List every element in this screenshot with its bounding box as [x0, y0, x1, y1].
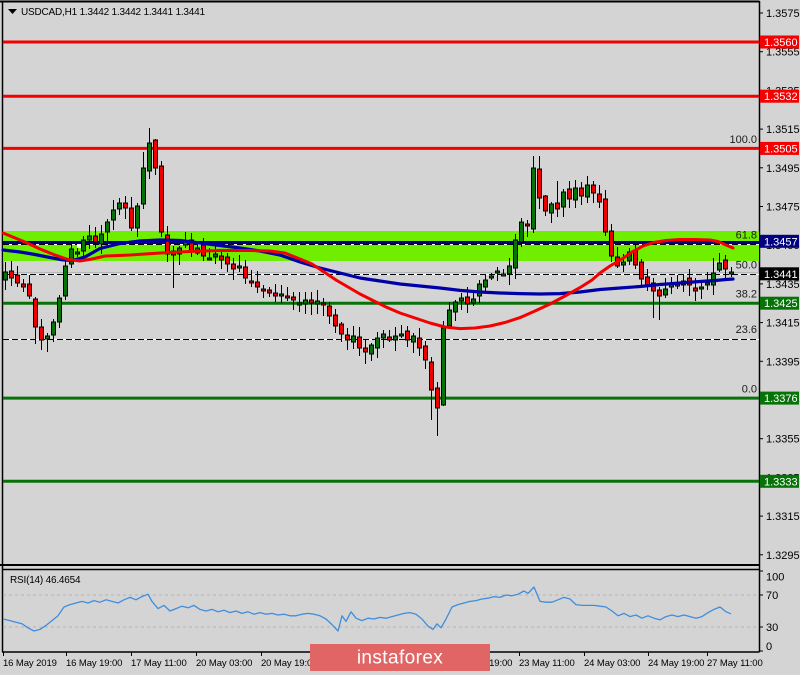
svg-text:61.8: 61.8 [736, 230, 757, 242]
svg-text:1.3441: 1.3441 [764, 269, 798, 281]
svg-text:1.3555: 1.3555 [766, 47, 800, 59]
svg-text:1.3532: 1.3532 [764, 91, 798, 103]
svg-text:USDCAD,H1 1.3442 1.3442 1.344: USDCAD,H1 1.3442 1.3442 1.3441 1.3441 [21, 7, 205, 18]
svg-text:1.3376: 1.3376 [764, 393, 798, 405]
svg-text:1.3475: 1.3475 [766, 202, 800, 214]
svg-text:1.3333: 1.3333 [764, 476, 798, 488]
svg-text:17 May 11:00: 17 May 11:00 [131, 658, 187, 669]
svg-text:1.3495: 1.3495 [766, 163, 800, 175]
svg-text:50.0: 50.0 [736, 260, 757, 272]
svg-text:16 May 19:00: 16 May 19:00 [66, 658, 122, 669]
svg-text:38.2: 38.2 [736, 289, 757, 301]
svg-text:20 May 03:00: 20 May 03:00 [196, 658, 252, 669]
svg-text:1.3395: 1.3395 [766, 356, 800, 368]
svg-text:RSI(14) 46.4654: RSI(14) 46.4654 [10, 575, 81, 586]
svg-text:23.6: 23.6 [736, 324, 757, 336]
svg-text:70: 70 [766, 590, 778, 602]
svg-text:100.0: 100.0 [729, 134, 757, 146]
svg-text:1.3315: 1.3315 [766, 511, 800, 523]
svg-text:0.0: 0.0 [742, 384, 757, 396]
svg-text:0: 0 [766, 641, 772, 653]
svg-text:1.3355: 1.3355 [766, 434, 800, 446]
svg-text:100: 100 [766, 572, 784, 584]
svg-text:23 May 11:00: 23 May 11:00 [519, 658, 575, 669]
svg-text:1.3415: 1.3415 [766, 318, 800, 330]
svg-text:instaforex: instaforex [357, 648, 443, 669]
svg-text:1.3515: 1.3515 [766, 124, 800, 136]
svg-text:24 May 19:00: 24 May 19:00 [648, 658, 704, 669]
svg-text:1.3435: 1.3435 [766, 279, 800, 291]
svg-text:16 May 2019: 16 May 2019 [3, 658, 57, 669]
svg-text:24 May 03:00: 24 May 03:00 [584, 658, 640, 669]
svg-text:30: 30 [766, 622, 778, 634]
svg-text:1.3425: 1.3425 [764, 298, 798, 310]
svg-text:1.3560: 1.3560 [764, 37, 798, 49]
svg-text:1.3575: 1.3575 [766, 8, 800, 20]
svg-text:1.3295: 1.3295 [766, 550, 800, 562]
svg-text:1.3457: 1.3457 [764, 236, 798, 248]
svg-text:27 May 11:00: 27 May 11:00 [707, 658, 763, 669]
svg-text:20 May 19:00: 20 May 19:00 [261, 658, 317, 669]
svg-text:1.3505: 1.3505 [764, 143, 798, 155]
